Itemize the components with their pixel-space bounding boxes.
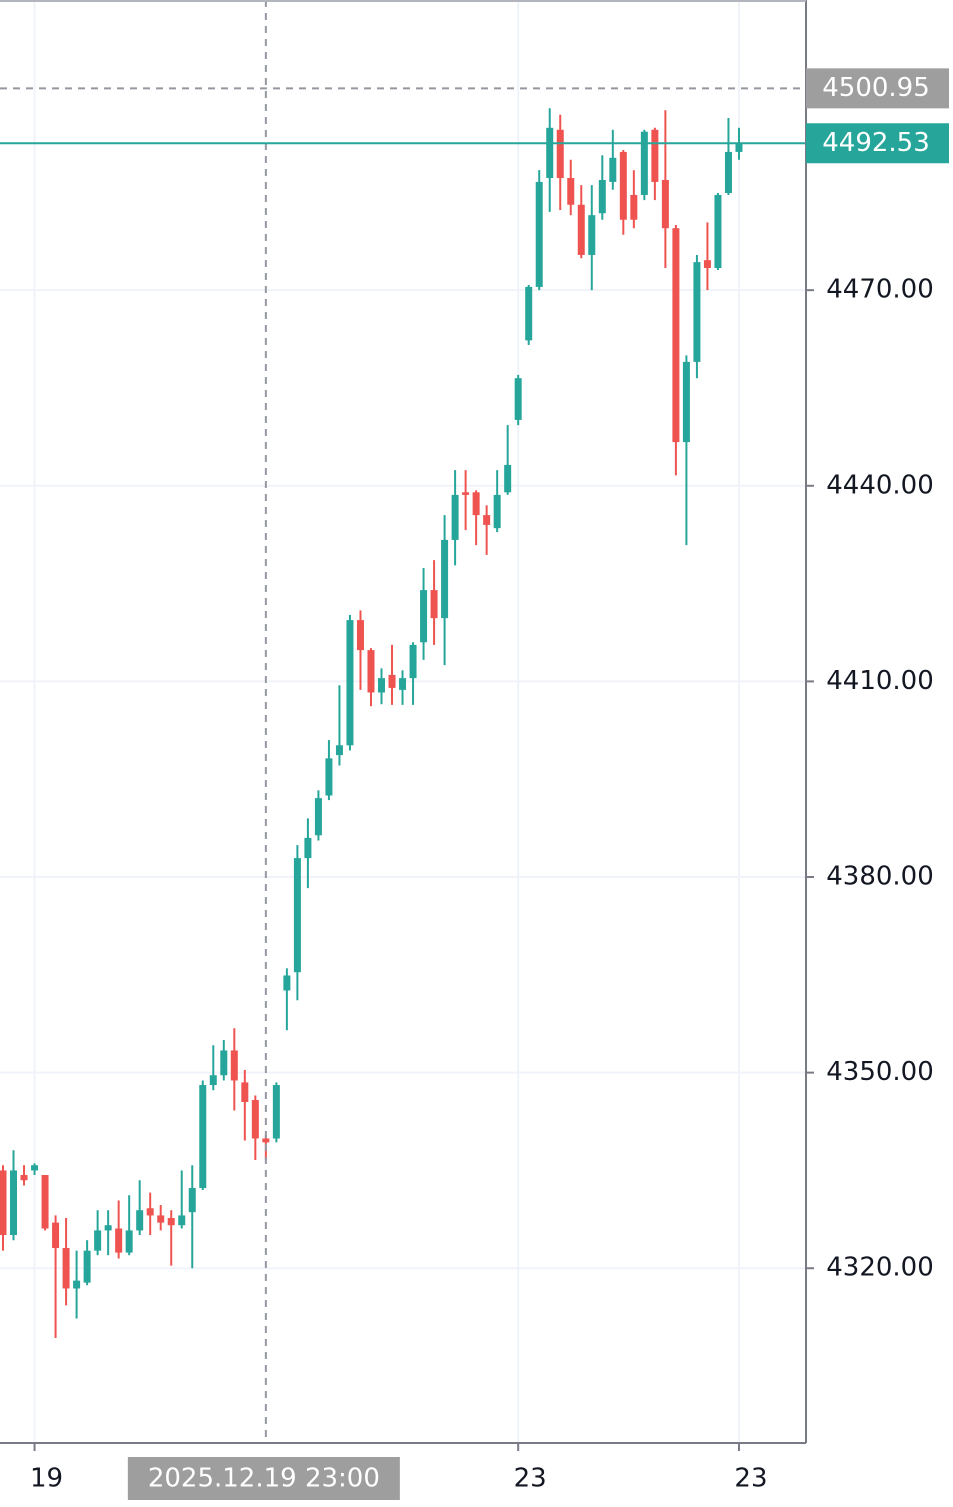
candle-body (619, 151, 627, 220)
candle-body (525, 286, 533, 341)
candle-body (188, 1188, 196, 1213)
candle-body (420, 590, 428, 643)
last-price-box (806, 123, 949, 164)
candle-body (672, 228, 680, 443)
candles (0, 108, 743, 1339)
candle-body (325, 758, 333, 796)
candle-body (409, 644, 417, 679)
candle-body (335, 745, 343, 756)
candle-body (388, 674, 396, 688)
candle-body (73, 1280, 81, 1289)
candle-body (20, 1175, 28, 1181)
candle-body (167, 1218, 175, 1226)
candle-body (356, 620, 364, 651)
candle-body (441, 539, 449, 619)
candle-body (251, 1100, 259, 1139)
x-tick-label: 23 (514, 1464, 547, 1494)
candle-body (62, 1248, 70, 1289)
grid (0, 0, 806, 1443)
crosshair-time-box (127, 1457, 400, 1500)
candle-body (577, 204, 585, 255)
last-price-label: 4492.53 (822, 128, 930, 158)
candle-body (630, 194, 638, 220)
candle-body (735, 143, 743, 152)
y-tick-label: 4320.00 (826, 1253, 934, 1283)
overlays (0, 0, 806, 1443)
candle-body (314, 798, 322, 836)
candle-body (199, 1085, 207, 1189)
candle-body (504, 464, 512, 493)
candle-body (230, 1050, 238, 1081)
y-tick-label: 4350.00 (826, 1057, 934, 1087)
candle-body (714, 194, 722, 268)
y-tick-label: 4380.00 (826, 862, 934, 892)
candle-body (178, 1215, 186, 1226)
candle-body (0, 1170, 7, 1235)
candle-body (346, 620, 354, 746)
candle-body (115, 1228, 123, 1253)
candle-body (41, 1175, 49, 1229)
candle-body (125, 1230, 133, 1253)
candle-body (483, 515, 491, 525)
candle-body (52, 1222, 60, 1249)
candle-body (546, 127, 554, 179)
candle-body (293, 858, 301, 973)
candle-body (83, 1250, 91, 1283)
y-tick-label: 4440.00 (826, 470, 934, 500)
candle-body (304, 837, 312, 859)
candle-body (462, 492, 470, 495)
candle-body (493, 494, 501, 529)
candle-body (262, 1138, 270, 1143)
crosshair-time-label: 2025.12.19 23:00 (148, 1464, 380, 1494)
candle-body (157, 1215, 165, 1223)
candle-body (588, 215, 596, 255)
candle-body (367, 650, 375, 693)
candle-body (556, 129, 564, 179)
candle-body (220, 1050, 228, 1076)
candle-body (724, 151, 732, 194)
candle-body (10, 1170, 18, 1235)
x-tick-label: 23 (734, 1464, 767, 1494)
candle-body (283, 975, 291, 991)
candle-body (136, 1210, 144, 1231)
candle-body (209, 1075, 217, 1086)
candle-body (640, 131, 648, 195)
x-tick-label: 19 (30, 1464, 63, 1494)
candle-body (451, 494, 459, 540)
crosshair-price-box (806, 68, 949, 109)
candle-body (31, 1165, 39, 1171)
candle-body (703, 260, 711, 268)
candle-body (399, 678, 407, 690)
candle-body (535, 181, 543, 287)
candle-body (472, 492, 480, 516)
crosshair-price-label: 4500.95 (822, 73, 930, 103)
candle-body (651, 129, 659, 182)
candle-body (378, 678, 386, 693)
candle-body (661, 179, 669, 229)
candle-body (146, 1208, 154, 1216)
y-tick-label: 4470.00 (826, 275, 934, 305)
candle-body (94, 1230, 102, 1251)
candle-body (241, 1082, 249, 1102)
candle-body (514, 378, 522, 420)
candle-body (104, 1225, 112, 1231)
y-tick-label: 4410.00 (826, 666, 934, 696)
candle-body (609, 157, 617, 182)
candle-body (272, 1085, 280, 1139)
candle-body (598, 179, 606, 214)
candle-body (693, 262, 701, 362)
candle-body (430, 590, 438, 619)
candle-body (567, 178, 575, 205)
candle-body (682, 361, 690, 443)
